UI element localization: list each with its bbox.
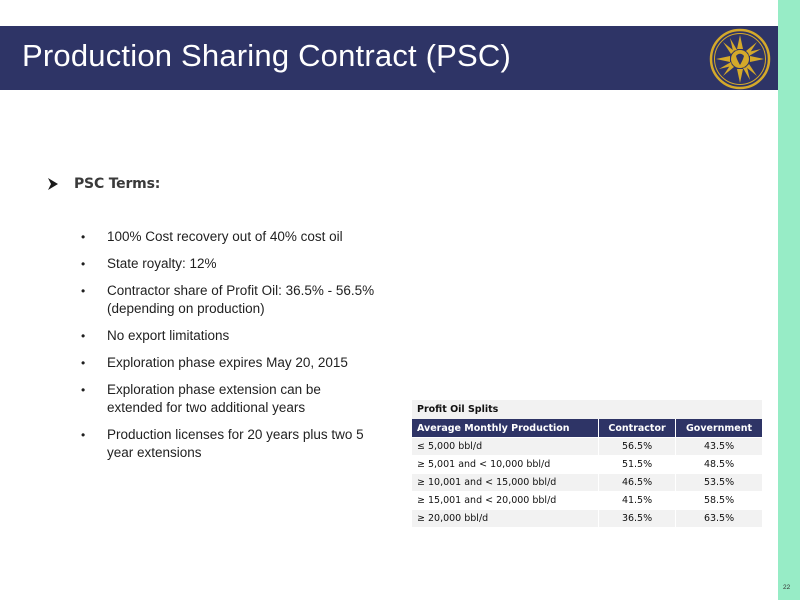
term-text: 100% Cost recovery out of 40% cost oil bbox=[107, 229, 343, 244]
term-text: Production licenses for 20 years plus tw… bbox=[107, 427, 364, 460]
list-item: • State royalty: 12% bbox=[80, 255, 380, 273]
government-cell: 53.5% bbox=[675, 473, 762, 492]
term-text: No export limitations bbox=[107, 328, 230, 343]
column-header-production: Average Monthly Production bbox=[412, 419, 599, 438]
production-cell: ≥ 5,001 and < 10,000 bbl/d bbox=[412, 455, 599, 474]
column-header-contractor: Contractor bbox=[598, 419, 677, 438]
term-text: Contractor share of Profit Oil: 36.5% - … bbox=[107, 283, 375, 316]
table-row: ≤ 5,000 bbl/d 56.5% 43.5% bbox=[412, 437, 762, 456]
list-item: • Contractor share of Profit Oil: 36.5% -… bbox=[80, 282, 380, 318]
table-row: ≥ 5,001 and < 10,000 bbl/d 51.5% 48.5% bbox=[412, 455, 762, 474]
bullet-dot: • bbox=[81, 356, 86, 370]
list-item: • 100% Cost recovery out of 40% cost oil bbox=[80, 228, 380, 246]
table-caption: Profit Oil Splits bbox=[412, 400, 762, 419]
bullet-dot: • bbox=[81, 383, 86, 397]
production-cell: ≥ 10,001 and < 15,000 bbl/d bbox=[412, 473, 599, 492]
government-cell: 43.5% bbox=[675, 437, 762, 456]
term-text: Exploration phase expires May 20, 2015 bbox=[107, 355, 348, 370]
list-item: • No export limitations bbox=[80, 327, 380, 345]
production-cell: ≥ 20,000 bbl/d bbox=[412, 509, 599, 527]
column-header-government: Government bbox=[675, 419, 762, 438]
table-row: ≥ 20,000 bbl/d 36.5% 63.5% bbox=[412, 509, 762, 527]
government-cell: 58.5% bbox=[675, 491, 762, 510]
profit-oil-splits-table: Profit Oil Splits Average Monthly Produc… bbox=[412, 400, 762, 527]
slide-header-bar bbox=[0, 26, 778, 90]
contractor-cell: 56.5% bbox=[598, 437, 677, 456]
table-row: ≥ 15,001 and < 20,000 bbl/d 41.5% 58.5% bbox=[412, 491, 762, 510]
psc-terms-list: • 100% Cost recovery out of 40% cost oil … bbox=[80, 228, 380, 471]
bullet-dot: • bbox=[81, 428, 86, 442]
term-text: Exploration phase extension can be exten… bbox=[107, 382, 321, 415]
bullet-dot: • bbox=[81, 257, 86, 271]
term-text: State royalty: 12% bbox=[107, 256, 217, 271]
government-cell: 48.5% bbox=[675, 455, 762, 474]
sunburst-logo-icon bbox=[709, 28, 771, 90]
production-cell: ≤ 5,000 bbl/d bbox=[412, 437, 599, 456]
contractor-cell: 51.5% bbox=[598, 455, 677, 474]
psc-terms-heading-label: PSC Terms: bbox=[74, 176, 161, 192]
government-cell: 63.5% bbox=[675, 509, 762, 527]
side-accent-stripe bbox=[778, 0, 800, 600]
production-cell: ≥ 15,001 and < 20,000 bbl/d bbox=[412, 491, 599, 510]
contractor-cell: 46.5% bbox=[598, 473, 677, 492]
table-row: ≥ 10,001 and < 15,000 bbl/d 46.5% 53.5% bbox=[412, 473, 762, 492]
bullet-dot: • bbox=[81, 329, 86, 343]
table-header-row: Average Monthly Production Contractor Go… bbox=[412, 419, 762, 438]
contractor-cell: 36.5% bbox=[598, 509, 677, 527]
bullet-dot: • bbox=[81, 284, 86, 298]
bullet-dot: • bbox=[81, 230, 86, 244]
contractor-cell: 41.5% bbox=[598, 491, 677, 510]
list-item: • Exploration phase extension can be exte… bbox=[80, 381, 380, 417]
arrow-bullet-icon bbox=[48, 178, 58, 190]
list-item: • Exploration phase expires May 20, 2015 bbox=[80, 354, 380, 372]
psc-terms-heading: PSC Terms: bbox=[46, 176, 160, 192]
list-item: • Production licenses for 20 years plus t… bbox=[80, 426, 380, 462]
slide-title: Production Sharing Contract (PSC) bbox=[22, 38, 512, 73]
page-number: 22 bbox=[783, 584, 791, 591]
profit-oil-grid: Average Monthly Production Contractor Go… bbox=[412, 419, 762, 527]
